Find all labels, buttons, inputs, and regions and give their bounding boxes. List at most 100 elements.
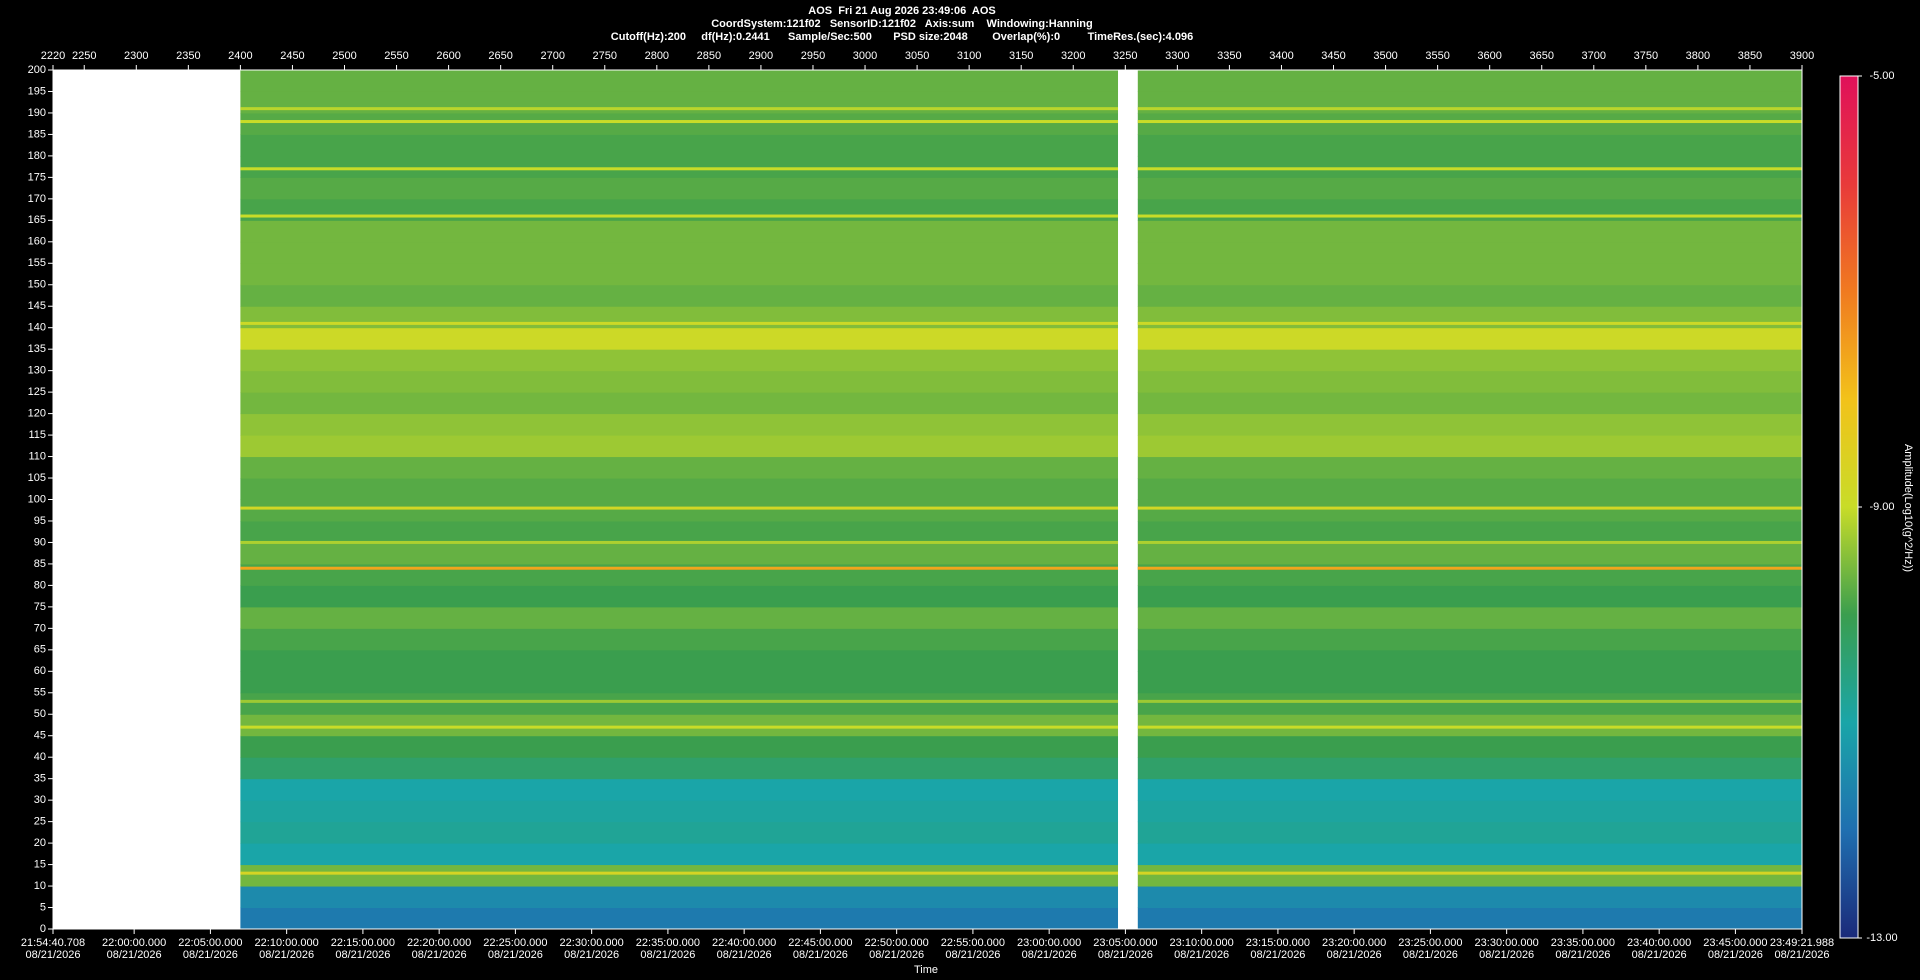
y-tick-label: 110 bbox=[28, 450, 46, 462]
spectral-line bbox=[240, 506, 1119, 510]
y-tick-label: 115 bbox=[28, 429, 46, 441]
y-tick-label: 190 bbox=[28, 107, 46, 119]
x2-tick-date: 08/21/2026 bbox=[1632, 949, 1687, 961]
spectrogram-band bbox=[1137, 907, 1802, 930]
spectral-line bbox=[1137, 566, 1802, 570]
spectral-line bbox=[1137, 321, 1802, 325]
x2-tick-date: 08/21/2026 bbox=[1098, 949, 1153, 961]
x2-tick-label: 21:54:40.708 bbox=[21, 937, 85, 949]
x2-tick-date: 08/21/2026 bbox=[1708, 949, 1763, 961]
x-tick-label: 3400 bbox=[1269, 50, 1293, 62]
spectral-line bbox=[1137, 506, 1802, 510]
y-tick-label: 120 bbox=[28, 408, 46, 420]
y-tick-label: 155 bbox=[28, 257, 46, 269]
spectrogram-band bbox=[1137, 843, 1802, 866]
x2-tick-date: 08/21/2026 bbox=[564, 949, 619, 961]
spectrogram-band bbox=[240, 263, 1119, 286]
spectrogram-band bbox=[1137, 112, 1802, 135]
x-tick-label: 2450 bbox=[280, 50, 304, 62]
spectrogram-band bbox=[240, 864, 1119, 887]
spectrogram-band bbox=[1137, 585, 1802, 608]
spectral-line bbox=[240, 566, 1119, 570]
y-tick-label: 5 bbox=[40, 901, 46, 913]
x-tick-label: 3100 bbox=[957, 50, 981, 62]
x2-tick-label: 22:30:00.000 bbox=[560, 937, 624, 949]
spectrogram-band bbox=[1137, 435, 1802, 458]
y-tick-label: 140 bbox=[28, 322, 46, 334]
x2-tick-label: 22:05:00.000 bbox=[178, 937, 242, 949]
x2-tick-date: 08/21/2026 bbox=[717, 949, 772, 961]
y-tick-label: 95 bbox=[34, 515, 46, 527]
spectrogram-band bbox=[240, 714, 1119, 737]
x2-tick-date: 08/21/2026 bbox=[412, 949, 467, 961]
spectrogram-band bbox=[240, 735, 1119, 758]
spectral-line bbox=[1137, 871, 1802, 875]
spectral-line bbox=[1137, 120, 1802, 124]
x-tick-label: 2500 bbox=[332, 50, 356, 62]
x-tick-label: 2550 bbox=[384, 50, 408, 62]
spectrogram-band bbox=[1137, 263, 1802, 286]
spectrogram-band bbox=[1137, 886, 1802, 909]
spectrogram-band bbox=[1137, 456, 1802, 479]
spectrogram-band bbox=[240, 606, 1119, 629]
spectrogram-band bbox=[1137, 520, 1802, 543]
x2-tick-date: 08/21/2026 bbox=[1327, 949, 1382, 961]
spectral-line bbox=[240, 107, 1119, 111]
spectrogram-band bbox=[1137, 499, 1802, 522]
spectrogram-band bbox=[240, 886, 1119, 909]
y-tick-label: 50 bbox=[34, 708, 46, 720]
y-tick-label: 0 bbox=[40, 923, 46, 935]
spectral-line bbox=[1137, 540, 1802, 544]
spectrogram-band bbox=[240, 220, 1119, 243]
x-tick-label: 3000 bbox=[853, 50, 877, 62]
x-tick-label: 2250 bbox=[72, 50, 96, 62]
spectrogram-band bbox=[240, 392, 1119, 415]
spectrogram-band bbox=[240, 478, 1119, 500]
x2-tick-label: 22:45:00.000 bbox=[788, 937, 852, 949]
spectrogram-band bbox=[240, 70, 1119, 92]
x-tick-label: 3900 bbox=[1790, 50, 1814, 62]
spectrogram-band bbox=[1137, 757, 1802, 780]
x-tick-label: 2650 bbox=[488, 50, 512, 62]
x2-tick-date: 08/21/2026 bbox=[640, 949, 695, 961]
x-tick-label: 2750 bbox=[593, 50, 617, 62]
x2-tick-label: 23:00:00.000 bbox=[1017, 937, 1081, 949]
y-tick-label: 80 bbox=[34, 579, 46, 591]
x-tick-label: 3500 bbox=[1373, 50, 1397, 62]
y-tick-label: 125 bbox=[28, 386, 46, 398]
x-tick-label: 3750 bbox=[1634, 50, 1658, 62]
spectrogram-band bbox=[1137, 478, 1802, 500]
spectrogram-band bbox=[240, 155, 1119, 178]
x-tick-label: 2850 bbox=[697, 50, 721, 62]
colorbar-tick-label: -13.00 bbox=[1866, 932, 1897, 944]
spectrogram-band bbox=[1137, 413, 1802, 436]
y-tick-label: 100 bbox=[28, 493, 46, 505]
spectrogram-band bbox=[240, 585, 1119, 608]
x2-tick-label: 22:35:00.000 bbox=[636, 937, 700, 949]
spectral-line bbox=[240, 725, 1119, 729]
spectrogram-band bbox=[1137, 370, 1802, 393]
spectrogram-band bbox=[1137, 778, 1802, 801]
x-tick-label: 3450 bbox=[1321, 50, 1345, 62]
y-tick-label: 85 bbox=[34, 558, 46, 570]
spectral-line bbox=[240, 540, 1119, 544]
spectrogram-band bbox=[240, 435, 1119, 458]
x2-tick-date: 08/21/2026 bbox=[793, 949, 848, 961]
spectrogram-band bbox=[240, 177, 1119, 200]
x-tick-label: 3350 bbox=[1217, 50, 1241, 62]
x2-tick-date: 08/21/2026 bbox=[1774, 949, 1829, 961]
x2-tick-label: 23:25:00.000 bbox=[1398, 937, 1462, 949]
y-tick-label: 60 bbox=[34, 665, 46, 677]
spectrogram-band bbox=[1137, 628, 1802, 651]
y-tick-label: 180 bbox=[28, 150, 46, 162]
x2-tick-date: 08/21/2026 bbox=[1403, 949, 1458, 961]
y-tick-label: 145 bbox=[28, 300, 46, 312]
spectrogram-band bbox=[1137, 542, 1802, 565]
x-tick-label: 2400 bbox=[228, 50, 252, 62]
x2-tick-label: 22:00:00.000 bbox=[102, 937, 166, 949]
spectrogram-band bbox=[240, 327, 1119, 350]
x-tick-label: 3700 bbox=[1582, 50, 1606, 62]
colorbar-tick-label: -5.00 bbox=[1869, 70, 1894, 82]
spectrogram-band bbox=[1137, 392, 1802, 415]
x2-tick-date: 08/21/2026 bbox=[1022, 949, 1077, 961]
